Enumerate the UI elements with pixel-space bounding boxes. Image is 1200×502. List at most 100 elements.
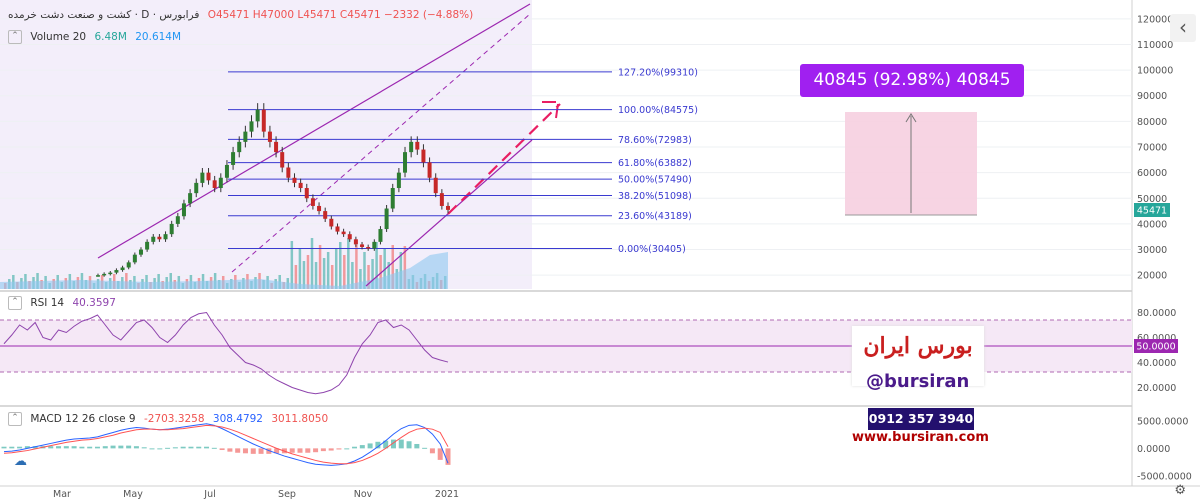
price-candle[interactable]	[366, 246, 371, 249]
price-candle[interactable]	[188, 193, 193, 204]
price-candle[interactable]	[390, 188, 395, 209]
price-candle[interactable]	[347, 234, 352, 240]
volume-label: Volume 20	[30, 31, 87, 43]
macd-histogram-bar	[110, 445, 116, 449]
price-candle[interactable]	[360, 244, 365, 247]
price-candle[interactable]	[403, 152, 408, 173]
price-candle[interactable]	[108, 272, 113, 275]
price-candle[interactable]	[132, 254, 137, 263]
macd-legend[interactable]: ⌃ MACD 12 26 close 9 -2703.3258 308.4792…	[8, 412, 333, 426]
price-candle[interactable]	[280, 152, 285, 168]
volume-bar	[125, 273, 128, 289]
price-candle[interactable]	[446, 205, 450, 210]
macd-line[interactable]	[3, 423, 449, 466]
macd-signal-line[interactable]	[3, 424, 449, 465]
price-candle[interactable]	[163, 234, 168, 240]
price-candle[interactable]	[114, 270, 119, 273]
symbol-legend[interactable]: کشت و صنعت دشت خرمده · D · فرابورس O4547…	[8, 8, 478, 22]
price-candle[interactable]	[120, 267, 125, 271]
price-candle[interactable]	[169, 223, 174, 235]
price-candle[interactable]	[415, 141, 420, 150]
price-candle[interactable]	[378, 229, 383, 242]
price-candle[interactable]	[194, 182, 199, 194]
price-candle[interactable]	[335, 226, 340, 232]
price-candle[interactable]	[151, 236, 156, 242]
price-candle[interactable]	[409, 141, 414, 153]
time-tick-label: May	[123, 489, 143, 500]
price-candle[interactable]	[396, 172, 401, 189]
price-candle[interactable]	[102, 273, 107, 276]
macd-histogram-bar	[297, 448, 303, 453]
price-candle[interactable]	[267, 131, 272, 142]
settings-gear-icon[interactable]: ⚙	[1174, 483, 1186, 498]
price-tick-label: 50000	[1137, 194, 1167, 205]
measure-label[interactable]: 40845 (92.98%) 40845	[800, 64, 1024, 97]
price-candle[interactable]	[421, 149, 426, 163]
collapse-icon[interactable]: ⌃	[8, 412, 22, 426]
tradingview-logo-icon: ☁	[14, 454, 27, 469]
price-candle[interactable]	[237, 141, 242, 153]
price-candle[interactable]	[427, 162, 432, 178]
volume-ma-area	[0, 252, 448, 289]
macd-histogram-bar	[133, 446, 139, 449]
price-tick-label: 100000	[1137, 66, 1173, 77]
price-candle[interactable]	[384, 208, 389, 230]
price-candle[interactable]	[249, 121, 254, 132]
rsi-last-label: 50.0000	[1136, 342, 1175, 353]
price-candle[interactable]	[145, 241, 150, 250]
price-candle[interactable]	[181, 203, 186, 217]
volume-bar	[318, 245, 322, 289]
price-candle[interactable]	[231, 152, 236, 165]
collapse-icon[interactable]: ⌃	[8, 296, 22, 310]
macd-histogram-bar	[211, 447, 217, 449]
price-candle[interactable]	[200, 172, 205, 183]
price-axis: 120000 110000 100000 90000 80000 70000 60000 50…	[1137, 14, 1173, 281]
price-candle[interactable]	[329, 218, 334, 227]
channel-mid-line[interactable]	[231, 13, 531, 273]
price-candle[interactable]	[310, 198, 315, 206]
price-candle[interactable]	[353, 239, 358, 245]
macd-histogram-bar	[94, 446, 100, 449]
price-candle[interactable]	[323, 211, 328, 219]
price-candle[interactable]	[218, 177, 223, 189]
macd-histogram-bar	[390, 439, 396, 449]
price-candle[interactable]	[372, 241, 377, 249]
price-candle[interactable]	[206, 172, 211, 181]
price-candle[interactable]	[274, 141, 279, 153]
price-candle[interactable]	[255, 109, 260, 122]
price-candle[interactable]	[304, 188, 309, 199]
price-candle[interactable]	[224, 164, 229, 178]
collapse-panel-button[interactable]: ‹	[1170, 14, 1196, 42]
volume-bar	[355, 245, 358, 289]
collapse-icon[interactable]: ⌃	[8, 30, 22, 44]
price-candle[interactable]	[439, 193, 444, 206]
measure-arrow-head	[905, 113, 917, 123]
macd-histogram-bar	[118, 445, 124, 449]
price-candle[interactable]	[298, 182, 303, 189]
rsi-legend[interactable]: ⌃ RSI 14 40.3597	[8, 296, 121, 310]
price-candle[interactable]	[157, 236, 162, 240]
price-candle[interactable]	[96, 275, 100, 277]
watermark-website: www.bursiran.com	[852, 430, 989, 445]
price-candle[interactable]	[292, 177, 297, 183]
price-candle[interactable]	[433, 177, 438, 194]
price-candle[interactable]	[138, 249, 143, 255]
volume-legend[interactable]: ⌃ Volume 20 6.48M 20.614M	[8, 30, 186, 44]
volume-bar	[343, 255, 346, 289]
price-candle[interactable]	[317, 205, 322, 212]
volume-bar	[339, 242, 342, 289]
price-candle[interactable]	[126, 262, 131, 268]
price-series	[96, 103, 450, 277]
price-candle[interactable]	[341, 231, 346, 235]
volume-value-2: 20.614M	[135, 31, 182, 43]
macd-histogram-bar	[71, 446, 77, 449]
rsi-line[interactable]	[3, 311, 449, 395]
price-candle[interactable]	[175, 216, 180, 224]
price-candle[interactable]	[212, 180, 217, 189]
macd-histogram-bar	[165, 447, 171, 449]
channel-upper-line[interactable]	[97, 3, 531, 259]
price-candle[interactable]	[243, 131, 248, 142]
price-candle[interactable]	[261, 109, 266, 132]
price-candle[interactable]	[286, 167, 291, 178]
rsi-label: RSI 14	[30, 297, 65, 309]
